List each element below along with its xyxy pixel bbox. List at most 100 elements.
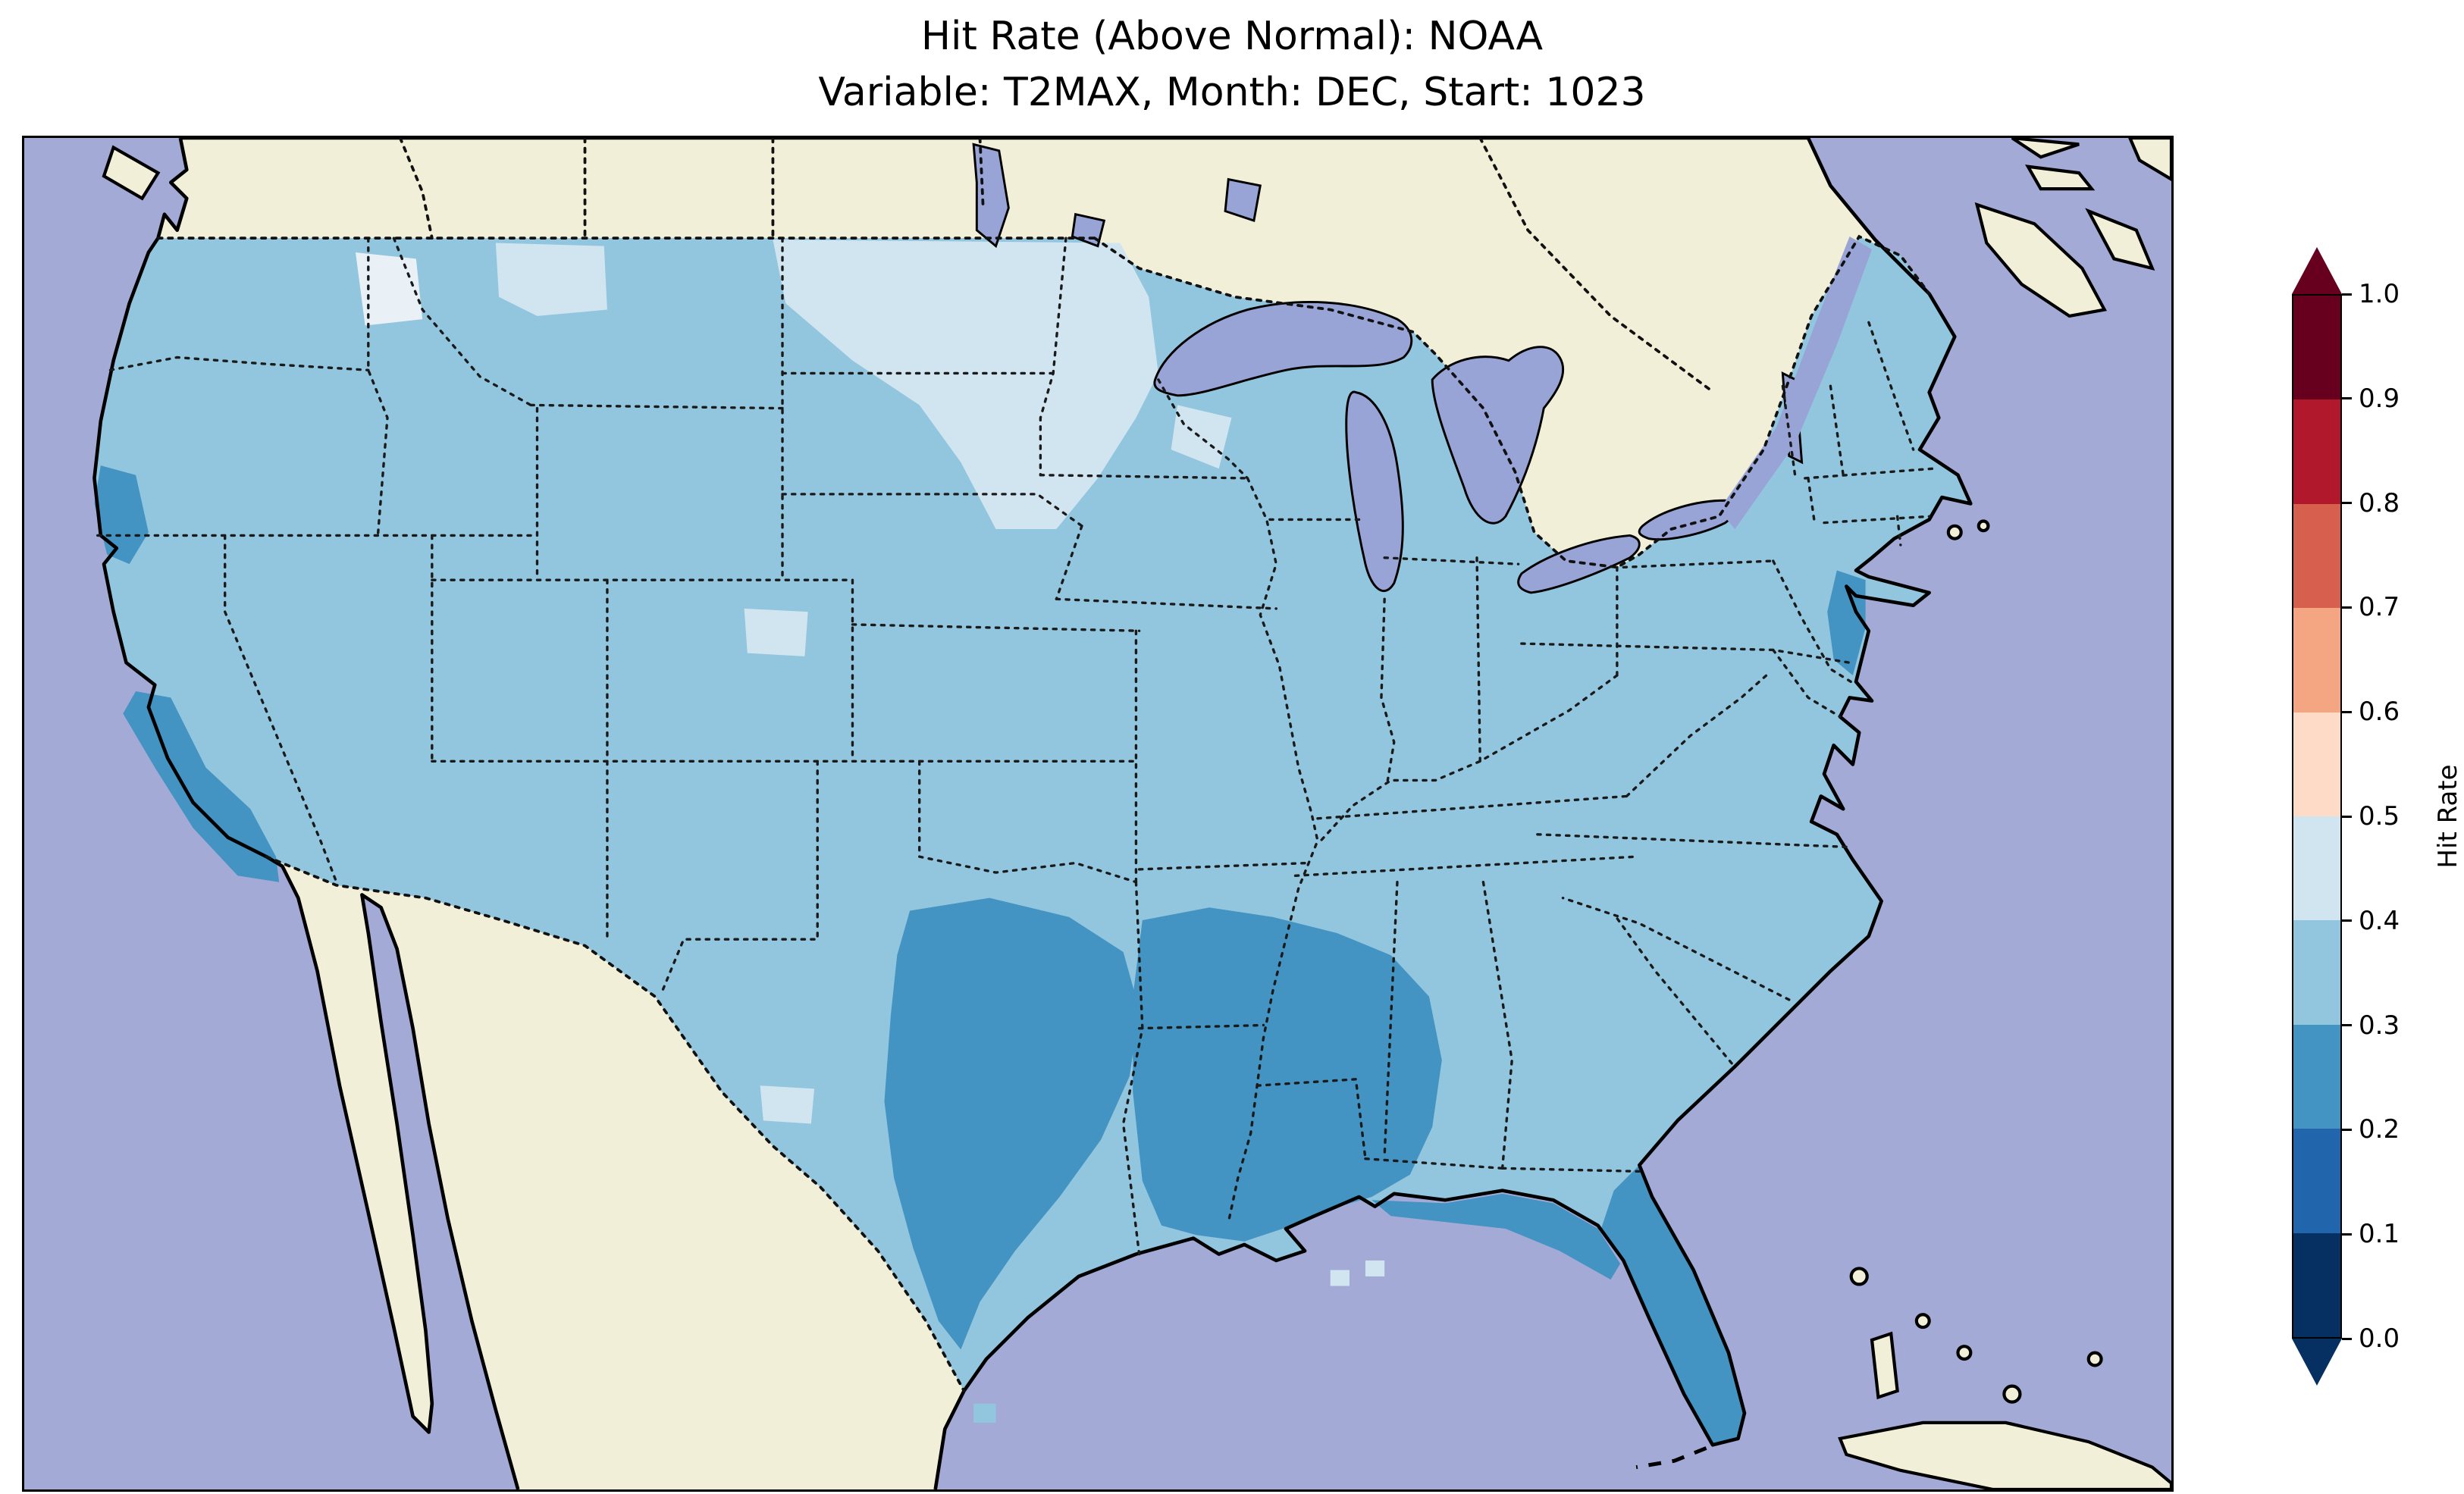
patch-florida-peninsula-low: [1600, 1165, 1745, 1445]
state-border-line: [1804, 467, 1934, 480]
colorbar-segment: [2293, 503, 2340, 609]
state-border-line: [1227, 477, 1319, 1224]
state-border-line: [1039, 236, 1067, 477]
state-border-line: [781, 493, 1083, 528]
lake-superior: [1153, 301, 1413, 397]
colorbar-tick: 0.4: [2342, 906, 2400, 936]
colorbar-tick-label: 0.2: [2359, 1114, 2400, 1145]
newfoundland-corner: [2128, 138, 2171, 181]
state-border-line: [1625, 671, 1772, 798]
state-border-line: [1383, 881, 1399, 1157]
state-border-line: [1364, 1157, 1504, 1170]
state-border-line: [1380, 597, 1396, 782]
state-border-line: [1772, 559, 1857, 687]
colorbar-segment: [2293, 712, 2340, 817]
chart-title-line1: Hit Rate (Above Normal): NOAA: [920, 14, 1544, 59]
canada-province-border: [1478, 138, 1711, 391]
bahama-island-2: [1914, 1313, 1931, 1330]
colorbar-tick: 0.5: [2342, 801, 2400, 832]
colorbar-tickmark: [2342, 1128, 2352, 1131]
colorbar-tick-label: 0.7: [2359, 592, 2400, 623]
state-border-line: [1613, 912, 1733, 1065]
nantucket: [1977, 519, 1990, 533]
patch-wisconsin-light: [1171, 405, 1232, 469]
colorbar-segment: [2293, 1232, 2340, 1338]
colorbar-tick-label: 0.8: [2359, 487, 2400, 518]
colorbar-tick: 0.2: [2342, 1114, 2400, 1145]
lake-erie: [1517, 534, 1641, 594]
state-border-line: [1772, 648, 1842, 719]
colorbar-tickmark: [2342, 815, 2352, 818]
state-borders: [96, 236, 1934, 1256]
patch-minnesota-dakotas-high: [773, 240, 1158, 530]
state-border-line: [851, 623, 1141, 632]
offshore-cell-gulf-2: [1365, 1260, 1385, 1276]
conus-hit-rate-base-fill: [94, 236, 1971, 1445]
colorbar-tickmark: [2342, 919, 2352, 922]
colorbar-ticks: 1.0 0.9 0.8 0.7 0.6 0.5 0.4 0.3 0.2 0.1 0.0: [2292, 279, 2400, 1354]
state-border-line: [1622, 559, 1775, 569]
st-lawrence-river: [1719, 236, 1873, 530]
state-border-line: [1536, 833, 1851, 849]
colorbar-tick-label: 0.5: [2359, 801, 2400, 832]
bahama-island-4: [2002, 1384, 2022, 1404]
state-border-line: [1781, 384, 1797, 480]
state-border-line: [529, 403, 784, 410]
colorbar-tick: 0.9: [2342, 384, 2400, 414]
state-border-line: [1055, 525, 1083, 600]
state-border-line: [392, 236, 532, 407]
us-canada-border-lakes: [1092, 234, 1931, 569]
state-border-line: [1561, 896, 1791, 1001]
colorbar-tick: 0.6: [2342, 697, 2400, 727]
colorbar-tick: 0.0: [2342, 1323, 2400, 1354]
state-border-line: [1121, 881, 1144, 1256]
colorbar-tickmark: [2342, 502, 2352, 505]
canada-province-border: [398, 138, 434, 240]
state-border-line: [1319, 674, 1619, 842]
colorbar-tick-label: 0.9: [2359, 383, 2400, 414]
anticosti-island: [2011, 138, 2080, 159]
marthas-vineyard: [1946, 524, 1963, 540]
colorbar-segment: [2293, 608, 2340, 713]
offshore-cell-mexico-coast: [973, 1403, 996, 1423]
country-borders: [156, 138, 1931, 1392]
colorbar-tickmark: [2342, 1337, 2352, 1340]
cape-breton-island: [2085, 208, 2155, 271]
chart-title-line2: Variable: T2MAX, Month: DEC, Start: 1023: [818, 69, 1646, 115]
state-border-line: [918, 760, 1138, 884]
florida-keys: [1635, 1446, 1707, 1470]
offshore-cell-gulf-1: [1330, 1270, 1350, 1286]
colorbar-tickmark: [2342, 1024, 2352, 1027]
lake-michigan: [1345, 390, 1404, 593]
colorbar-tick-label: 0.4: [2359, 905, 2400, 936]
colorbar-tick: 0.3: [2342, 1010, 2400, 1041]
state-border-line: [1383, 556, 1520, 565]
state-border-line: [1055, 597, 1277, 610]
colorbar-tickmark: [2342, 293, 2352, 296]
colorbar-arrow-top: [2292, 247, 2342, 294]
cuba: [1838, 1420, 2171, 1489]
colorbar-tick: 0.1: [2342, 1219, 2400, 1249]
state-border-line: [1293, 855, 1638, 877]
state-border-line: [1867, 321, 1915, 451]
colorbar-tick-label: 0.3: [2359, 1010, 2400, 1041]
colorbar-tickmark: [2342, 710, 2352, 713]
state-border-line: [1807, 477, 1817, 525]
state-border-line: [1500, 1167, 1644, 1173]
colorbar-tick-label: 0.6: [2359, 697, 2400, 728]
islands-group: [102, 138, 2171, 1489]
colorbar-tickmark: [2342, 397, 2352, 400]
colorbar-tick: 0.7: [2342, 592, 2400, 622]
patch-texas-low: [884, 897, 1140, 1350]
state-border-line: [1823, 515, 1931, 525]
colorbar-arrow-bottom: [2292, 1339, 2342, 1386]
conus-map: [24, 138, 2171, 1489]
colorbar-tickmark: [2342, 606, 2352, 609]
colorbar-segment: [2293, 399, 2340, 504]
us-mexico-border: [265, 855, 966, 1392]
state-border-line: [1157, 378, 1249, 480]
colorbar-tickmark: [2342, 1232, 2352, 1236]
state-border-line: [660, 760, 819, 995]
map-axes: [22, 136, 2174, 1492]
colorbar-tick-label: 0.1: [2359, 1219, 2400, 1250]
